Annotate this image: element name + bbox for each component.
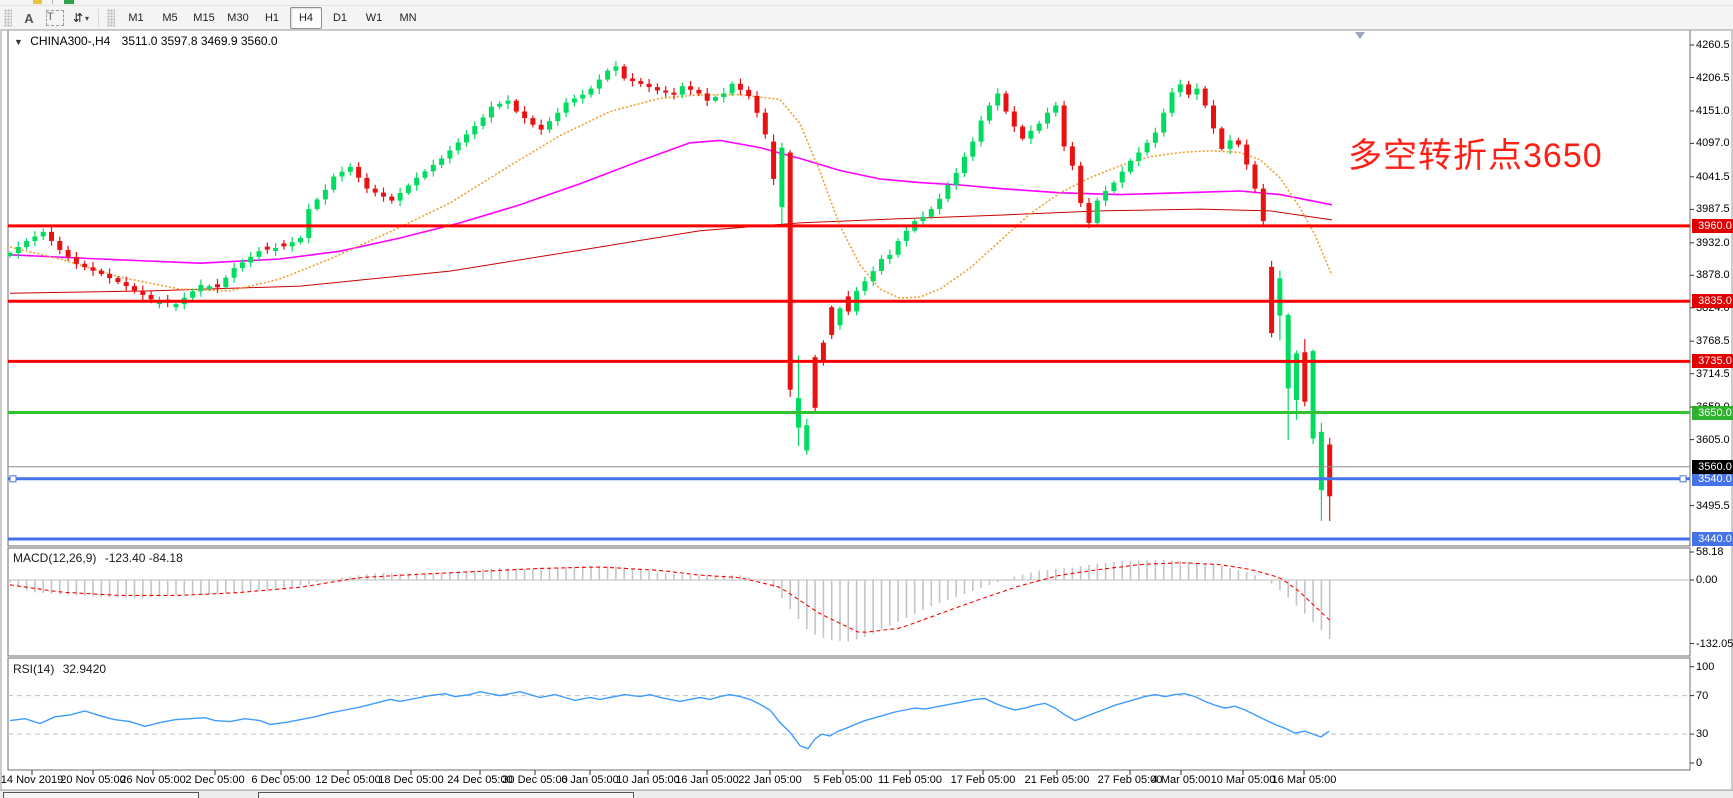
price-tick-label: 3714.5 [1696, 367, 1730, 380]
toolbar-separator [98, 9, 99, 27]
letter-a-icon: A [24, 10, 34, 26]
price-tick-label: 4260.5 [1696, 39, 1730, 51]
macd-values: -123.40 -84.18 [104, 551, 183, 565]
chart-toolbar: A T ⇵ ▾ M1 M5 M15 M30 H1 H4 D1 W1 MN [0, 6, 1733, 30]
price-level-badge: 3735.0 [1692, 354, 1733, 369]
bottom-windows-strip [0, 790, 1733, 798]
cursor-tools-button[interactable]: ⇵ ▾ [69, 7, 93, 29]
price-tick-label: 3987.5 [1696, 203, 1730, 216]
time-tick-label: 10 Mar 05:00 [1210, 774, 1276, 786]
last-price-badge: 3560.0 [1692, 459, 1733, 474]
timeframe-button-H4[interactable]: H4 [290, 7, 322, 29]
toolbar-fragment-separator [52, 0, 53, 4]
rsi-scale-label: 100 [1696, 660, 1715, 673]
letter-t-icon: T [46, 10, 64, 26]
time-tick-label: 11 Feb 05:00 [877, 774, 943, 786]
time-tick-label: 6 Dec 05:00 [251, 774, 311, 786]
price-tick-label: 3495.5 [1696, 499, 1730, 512]
timeframe-button-M1[interactable]: M1 [128, 12, 144, 24]
timeframe-group: M1 M5 M15 M30 H1 H4 D1 W1 MN [119, 7, 425, 29]
price-tick-label: 3878.0 [1696, 269, 1730, 282]
time-tick-label: 18 Dec 05:00 [378, 774, 444, 786]
time-tick-label: 12 Dec 05:00 [315, 774, 381, 786]
time-tick-label: 26 Nov 05:00 [120, 774, 186, 786]
minimized-window[interactable] [258, 792, 634, 798]
macd-scale-label: -132.05 [1696, 637, 1733, 650]
rsi-value: 32.9420 [62, 662, 107, 676]
price-tick-label: 4041.5 [1696, 170, 1730, 183]
price-level-badge: 3540.0 [1692, 471, 1733, 486]
text-annotation-button[interactable]: A [17, 7, 41, 29]
time-tick-label: 14 Nov 2019 [0, 774, 64, 786]
macd-scale-label: 0.00 [1696, 574, 1718, 586]
price-tick-label: 4206.5 [1696, 71, 1730, 84]
chart-title: ▼ CHINA300-,H4 3511.0 3597.8 3469.9 3560… [14, 34, 278, 48]
time-tick-label: 5 Feb 05:00 [813, 774, 873, 786]
macd-indicator-label: MACD(12,26,9) -123.40 -84.18 [13, 551, 183, 565]
price-level-badge: 3960.0 [1692, 218, 1733, 233]
ohlc-values: 3511.0 3597.8 3469.9 3560.0 [121, 34, 278, 48]
arrows-icon: ⇵ [72, 11, 84, 25]
timeframe-button-MN[interactable]: MN [399, 12, 417, 24]
time-tick-label: 21 Feb 05:00 [1024, 774, 1090, 786]
price-tick-label: 3768.5 [1696, 335, 1730, 348]
time-tick-label: 10 Jan 05:00 [616, 774, 680, 786]
time-tick-label: 16 Jan 05:00 [675, 774, 739, 786]
text-label-button[interactable]: T [43, 7, 67, 29]
rsi-scale-label: 70 [1696, 689, 1709, 702]
chevron-down-icon: ▾ [85, 13, 90, 23]
timeframe-button-W1[interactable]: W1 [365, 12, 383, 24]
rsi-name: RSI(14) [13, 662, 55, 676]
price-tick-label: 3605.0 [1696, 433, 1730, 446]
toolbar-grip-icon[interactable] [4, 9, 12, 27]
time-tick-label: 4 Mar 05:00 [1151, 774, 1211, 786]
time-tick-label: 20 Nov 05:00 [60, 774, 126, 786]
toolbar-fragment-yellow [33, 0, 42, 4]
timeframe-button-M5[interactable]: M5 [162, 12, 178, 24]
time-tick-label: 24 Dec 05:00 [447, 774, 513, 786]
time-tick-label: 2 Dec 05:00 [185, 774, 245, 786]
timeframe-button-D1[interactable]: D1 [332, 12, 348, 24]
price-level-badge: 3650.0 [1692, 405, 1733, 420]
timeframe-grip-icon[interactable] [107, 9, 115, 27]
minimized-window[interactable] [3, 792, 199, 798]
time-tick-label: 16 Mar 05:00 [1271, 774, 1337, 786]
macd-name: MACD(12,26,9) [13, 551, 97, 565]
pivot-annotation-text: 多空转折点3650 [1348, 137, 1603, 175]
time-tick-label: 30 Dec 05:00 [502, 774, 568, 786]
price-tick-label: 4097.0 [1696, 137, 1730, 150]
time-tick-label: 27 Feb 05:00 [1097, 774, 1163, 786]
price-level-badge: 3835.0 [1692, 294, 1733, 309]
time-tick-label: 6 Jan 05:00 [561, 774, 619, 786]
time-tick-label: 17 Feb 05:00 [950, 774, 1016, 786]
upper-toolbar-cutoff [0, 0, 1733, 6]
timeframe-button-M30[interactable]: M30 [227, 12, 249, 24]
time-tick-label: 22 Jan 05:00 [738, 774, 802, 786]
timeframe-button-M15[interactable]: M15 [193, 12, 215, 24]
timeframe-button-H1[interactable]: H1 [264, 12, 280, 24]
macd-scale-label: 58.18 [1696, 546, 1724, 558]
symbol-dropdown-icon[interactable]: ▼ [14, 37, 23, 47]
price-tick-label: 3932.0 [1696, 236, 1730, 249]
toolbar-fragment-green [64, 0, 74, 4]
price-level-badge: 3440.0 [1692, 531, 1733, 546]
rsi-scale-label: 30 [1696, 728, 1709, 741]
price-tick-label: 4151.0 [1696, 104, 1730, 117]
rsi-scale-label: 0 [1696, 757, 1703, 769]
symbol-timeframe-label: CHINA300-,H4 [30, 34, 111, 48]
rsi-indicator-label: RSI(14) 32.9420 [13, 662, 106, 676]
